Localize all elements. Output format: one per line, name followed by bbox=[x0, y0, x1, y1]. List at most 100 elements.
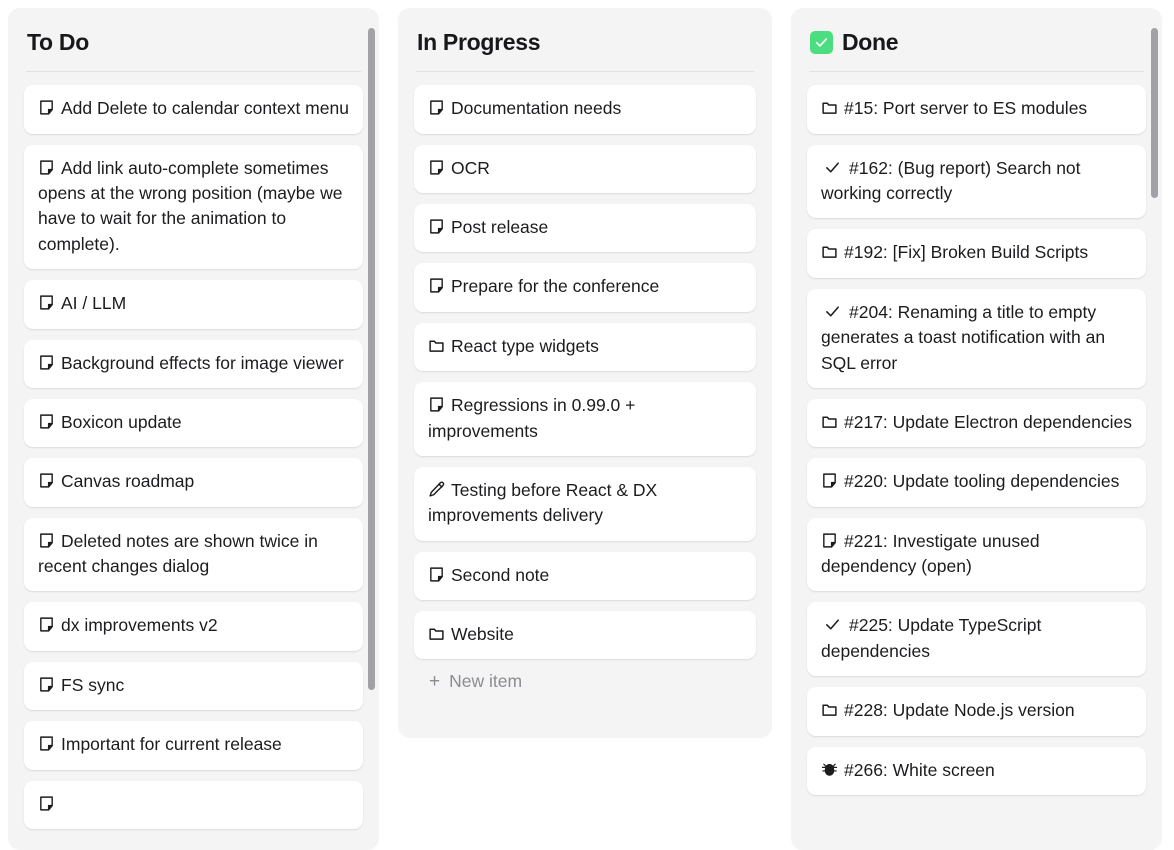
kanban-card[interactable]: #221: Investigate unused dependency (ope… bbox=[807, 517, 1146, 592]
column-title: Done bbox=[842, 29, 899, 55]
kanban-card[interactable]: #217: Update Electron dependencies bbox=[807, 398, 1146, 448]
card-title: #15: Port server to ES modules bbox=[844, 98, 1088, 119]
kanban-card[interactable]: Canvas roadmap bbox=[24, 458, 363, 507]
card-title: Add link auto-complete sometimes opens a… bbox=[38, 157, 343, 254]
note-icon bbox=[38, 354, 55, 371]
note-icon bbox=[821, 472, 838, 489]
column-inner: Done #15: Port server to ES modules #162: … bbox=[791, 8, 1162, 850]
card-title: #162: (Bug report) Search not working co… bbox=[821, 157, 1081, 204]
column-title: In Progress bbox=[417, 29, 541, 55]
kanban-card[interactable]: Second note bbox=[414, 551, 756, 601]
new-item-label: New item bbox=[449, 671, 523, 692]
kanban-card[interactable]: #228: Update Node.js version bbox=[807, 687, 1146, 736]
card-title: Deleted notes are shown twice in recent … bbox=[38, 530, 318, 577]
card-title: Post release bbox=[451, 217, 549, 238]
card-title: Prepare for the conference bbox=[451, 276, 660, 297]
check-icon bbox=[824, 159, 840, 176]
white-check-mark-icon bbox=[810, 31, 833, 55]
kanban-card[interactable]: #220: Update tooling dependencies bbox=[807, 458, 1146, 507]
note-icon bbox=[38, 532, 55, 549]
kanban-card[interactable]: #204: Renaming a title to empty generate… bbox=[807, 288, 1146, 388]
card-title: FS sync bbox=[61, 674, 125, 695]
check-icon bbox=[824, 303, 840, 320]
note-icon bbox=[38, 159, 55, 176]
kanban-column-todo: To Do Add Delete to calendar context menu… bbox=[8, 8, 379, 850]
kanban-card[interactable]: OCR bbox=[414, 144, 756, 194]
kanban-card[interactable]: Prepare for the conference bbox=[414, 263, 756, 312]
column-inner: In Progress Documentation needs OCR Post re… bbox=[398, 8, 772, 712]
card-title: dx improvements v2 bbox=[61, 615, 218, 636]
card-title: Documentation needs bbox=[451, 98, 622, 119]
kanban-card[interactable]: Add Delete to calendar context menu bbox=[24, 85, 363, 134]
note-icon bbox=[38, 795, 55, 812]
card-title: #192: [Fix] Broken Build Scripts bbox=[844, 242, 1089, 263]
card-title: OCR bbox=[451, 157, 490, 178]
kanban-card[interactable]: #266: White screen bbox=[807, 746, 1146, 795]
scrollbar-thumb[interactable] bbox=[1151, 28, 1158, 198]
kanban-card[interactable]: dx improvements v2 bbox=[24, 602, 363, 651]
column-header-todo: To Do bbox=[24, 29, 363, 55]
folder-icon bbox=[821, 701, 838, 718]
card-title: Add Delete to calendar context menu bbox=[61, 98, 349, 119]
plus-icon: + bbox=[429, 671, 441, 693]
kanban-card[interactable]: Post release bbox=[414, 204, 756, 253]
card-title: #204: Renaming a title to empty generate… bbox=[821, 301, 1106, 373]
note-icon bbox=[428, 566, 445, 583]
check-icon bbox=[824, 616, 840, 633]
column-scrollbar[interactable] bbox=[368, 8, 375, 850]
new-item-button[interactable]: + New item bbox=[414, 659, 756, 698]
card-title: Regressions in 0.99.0 + improvements bbox=[428, 395, 636, 441]
column-scrollbar[interactable] bbox=[1151, 8, 1158, 850]
card-title: Second note bbox=[451, 564, 550, 585]
kanban-card[interactable]: FS sync bbox=[24, 661, 363, 711]
note-icon bbox=[428, 277, 445, 294]
kanban-card[interactable]: Important for current release bbox=[24, 721, 363, 770]
note-icon bbox=[38, 616, 55, 633]
note-icon bbox=[38, 676, 55, 693]
kanban-card[interactable]: Documentation needs bbox=[414, 85, 756, 134]
kanban-card[interactable]: #162: (Bug report) Search not working co… bbox=[807, 144, 1146, 219]
card-title: #228: Update Node.js version bbox=[844, 700, 1075, 721]
folder-icon bbox=[428, 625, 445, 642]
folder-icon bbox=[821, 413, 838, 430]
note-icon bbox=[38, 99, 55, 116]
column-header-done: Done bbox=[807, 29, 1146, 55]
card-list: #15: Port server to ES modules #162: (Bug… bbox=[807, 85, 1146, 795]
kanban-card[interactable] bbox=[24, 780, 363, 829]
card-title: Background effects for image viewer bbox=[61, 352, 344, 373]
card-title: #217: Update Electron dependencies bbox=[844, 411, 1132, 432]
bug-icon bbox=[821, 761, 838, 778]
card-title: Important for current release bbox=[61, 734, 282, 755]
kanban-card[interactable]: Deleted notes are shown twice in recent … bbox=[24, 517, 363, 592]
kanban-card[interactable]: React type widgets bbox=[414, 322, 756, 372]
kanban-column-done: Done #15: Port server to ES modules #162: … bbox=[791, 8, 1162, 850]
note-icon bbox=[38, 413, 55, 430]
card-list: Add Delete to calendar context menu Add l… bbox=[24, 85, 363, 829]
column-header-in-progress: In Progress bbox=[414, 29, 756, 55]
card-list: Documentation needs OCR Post release Prepar… bbox=[414, 85, 756, 660]
kanban-card[interactable]: #225: Update TypeScript dependencies bbox=[807, 602, 1146, 677]
kanban-card[interactable]: Testing before React & DX improvements d… bbox=[414, 466, 756, 541]
note-icon bbox=[38, 294, 55, 311]
pencil-icon bbox=[428, 481, 445, 498]
kanban-card[interactable]: #192: [Fix] Broken Build Scripts bbox=[807, 229, 1146, 278]
kanban-card[interactable]: Add link auto-complete sometimes opens a… bbox=[24, 144, 363, 270]
card-title: Testing before React & DX improvements d… bbox=[428, 479, 658, 526]
card-title: Boxicon update bbox=[61, 411, 182, 432]
folder-icon bbox=[821, 243, 838, 260]
kanban-card[interactable]: #15: Port server to ES modules bbox=[807, 85, 1146, 134]
note-icon bbox=[428, 218, 445, 235]
kanban-card[interactable]: Background effects for image viewer bbox=[24, 339, 363, 388]
card-title: #266: White screen bbox=[844, 759, 995, 780]
note-icon bbox=[428, 99, 445, 116]
kanban-card[interactable]: AI / LLM bbox=[24, 280, 363, 329]
card-title: #225: Update TypeScript dependencies bbox=[821, 615, 1042, 661]
column-title: To Do bbox=[27, 29, 89, 55]
kanban-card[interactable]: Boxicon update bbox=[24, 398, 363, 448]
column-divider bbox=[809, 71, 1144, 73]
kanban-column-in-progress: In Progress Documentation needs OCR Post re… bbox=[398, 8, 772, 738]
scrollbar-thumb[interactable] bbox=[368, 28, 375, 690]
kanban-card[interactable]: Regressions in 0.99.0 + improvements bbox=[414, 382, 756, 456]
kanban-card[interactable]: Website bbox=[414, 611, 756, 660]
